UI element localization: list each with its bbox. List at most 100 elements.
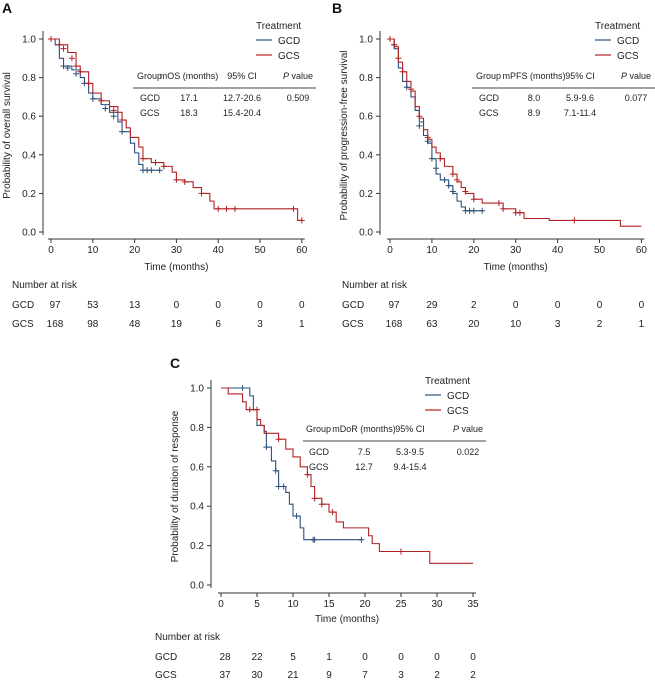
censor-mark-gcs-a — [198, 190, 205, 197]
risk-value-a: 0 — [174, 300, 180, 311]
x-tick-label-b: 60 — [636, 245, 648, 256]
censor-mark-gcs-b — [416, 113, 423, 120]
risk-value-c: 0 — [362, 652, 368, 663]
censor-mark-gcd-c — [275, 483, 282, 490]
risk-value-b: 3 — [555, 319, 561, 330]
risk-value-c: 1 — [326, 652, 332, 663]
censor-mark-gcd-c — [272, 467, 279, 474]
x-tick-label-c: 35 — [467, 599, 479, 610]
risk-value-a: 53 — [87, 300, 99, 311]
y-axis-title-b: Probability of progression-free survival — [339, 50, 350, 220]
censor-mark-gcd-b — [479, 207, 486, 214]
risk-value-a: 0 — [257, 300, 263, 311]
risk-value-a: 48 — [129, 319, 141, 330]
x-tick-label-a: 10 — [87, 245, 99, 256]
table-cell-c: GCS — [309, 462, 329, 472]
table-header-c: P value — [453, 424, 483, 434]
censor-mark-gcs-b — [391, 41, 398, 48]
censor-mark-gcs-b — [462, 188, 469, 195]
x-tick-label-c: 0 — [218, 599, 224, 610]
censor-mark-gcs-a — [152, 159, 159, 166]
risk-row-label-c: GCD — [155, 652, 177, 663]
y-tick-label-c: 0.8 — [190, 423, 204, 434]
y-tick-label-a: 0.0 — [22, 228, 36, 239]
y-tick-label-a: 0.4 — [22, 150, 36, 161]
table-cell-c: 12.7 — [355, 462, 373, 472]
risk-value-b: 2 — [597, 319, 603, 330]
x-axis-title-c: Time (months) — [315, 614, 379, 625]
censor-mark-gcs-b — [424, 134, 431, 141]
table-header-b: Group — [476, 71, 501, 81]
y-tick-label-c: 0.0 — [190, 581, 204, 592]
x-tick-label-b: 10 — [426, 245, 438, 256]
censor-mark-gcs-b — [495, 200, 502, 207]
risk-value-b: 10 — [510, 319, 522, 330]
table-header-b: P value — [621, 71, 651, 81]
risk-value-a: 1 — [299, 319, 305, 330]
table-cell-a: 15.4-20.4 — [223, 108, 261, 118]
censor-mark-gcs-c — [304, 471, 311, 478]
legend-label-gcd-b: GCD — [617, 36, 639, 47]
y-tick-label-a: 0.8 — [22, 73, 36, 84]
table-cell-b: GCD — [479, 93, 500, 103]
table-cell-b: 5.9-9.6 — [566, 93, 594, 103]
x-tick-label-b: 50 — [594, 245, 606, 256]
y-tick-label-a: 0.2 — [22, 189, 36, 200]
censor-mark-gcd-c — [263, 444, 270, 451]
censor-mark-gcs-a — [60, 45, 67, 52]
risk-value-b: 97 — [388, 300, 400, 311]
censor-mark-gcs-a — [215, 205, 222, 212]
table-cell-b: GCS — [479, 108, 499, 118]
censor-mark-gcs-a — [73, 63, 80, 70]
censor-mark-gcs-a — [231, 205, 238, 212]
risk-value-a: 0 — [299, 300, 305, 311]
table-cell-a: 12.7-20.6 — [223, 93, 261, 103]
table-header-b: 95% CI — [565, 71, 595, 81]
risk-value-c: 3 — [398, 670, 404, 681]
risk-value-c: 30 — [251, 670, 263, 681]
table-cell-c: 5.3-9.5 — [396, 447, 424, 457]
censor-mark-gcd-b — [433, 165, 440, 172]
table-cell-b: 0.077 — [625, 93, 648, 103]
y-tick-label-c: 0.2 — [190, 541, 204, 552]
censor-mark-gcd-a — [73, 70, 80, 77]
censor-mark-gcs-a — [290, 205, 297, 212]
table-cell-b: 7.1-11.4 — [564, 108, 596, 118]
censor-mark-gcd-b — [416, 122, 423, 129]
risk-value-b: 63 — [426, 319, 438, 330]
y-tick-label-b: 1.0 — [359, 35, 373, 46]
risk-value-b: 0 — [597, 300, 603, 311]
risk-value-a: 168 — [47, 319, 64, 330]
table-cell-a: GCD — [140, 93, 161, 103]
risk-value-c: 37 — [219, 670, 231, 681]
risk-value-c: 22 — [251, 652, 263, 663]
km-curve-gcd-b — [390, 38, 483, 212]
km-curve-gcd-c — [221, 387, 362, 541]
table-cell-c: 7.5 — [358, 447, 371, 457]
x-tick-label-b: 40 — [552, 245, 564, 256]
table-header-b: mPFS (months) — [502, 71, 565, 81]
risk-table-title-c: Number at risk — [155, 632, 221, 643]
censor-mark-gcd-a — [148, 167, 155, 174]
y-tick-label-b: 0.6 — [359, 112, 373, 123]
x-axis-title-a: Time (months) — [144, 262, 208, 273]
censor-mark-gcs-a — [160, 163, 167, 170]
table-cell-b: 8.9 — [528, 108, 541, 118]
censor-mark-gcs-b — [387, 36, 393, 42]
risk-row-label-a: GCD — [12, 300, 34, 311]
table-header-c: mDoR (months) — [332, 424, 396, 434]
legend-label-gcs-a: GCS — [278, 51, 300, 62]
y-tick-label-c: 0.4 — [190, 502, 204, 513]
censor-mark-gcd-b — [449, 188, 456, 195]
censor-mark-gcd-c — [239, 385, 246, 391]
risk-value-c: 21 — [287, 670, 299, 681]
km-curve-gcs-c — [221, 387, 473, 564]
censor-mark-gcs-b — [571, 217, 578, 224]
censor-mark-gcs-a — [181, 178, 188, 185]
censor-mark-gcs-a — [119, 117, 126, 124]
censor-mark-gcd-c — [280, 483, 287, 490]
x-tick-label-c: 30 — [431, 599, 443, 610]
km-curve-gcs-a — [51, 38, 302, 221]
x-tick-label-a: 30 — [171, 245, 183, 256]
